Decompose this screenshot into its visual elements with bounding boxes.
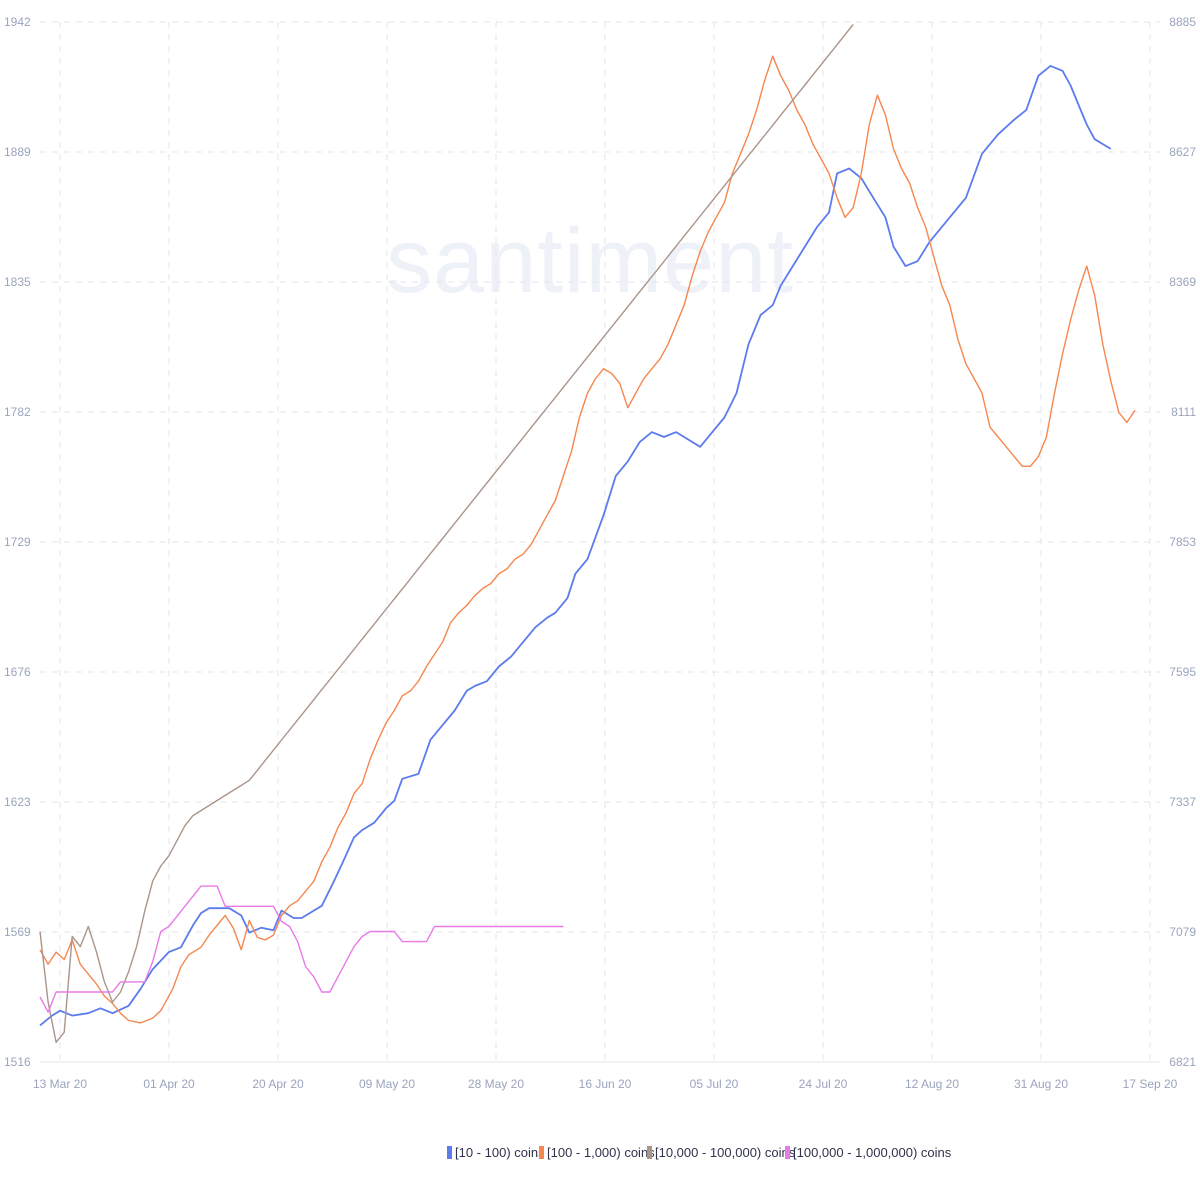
watermark: santiment bbox=[386, 210, 794, 312]
legend-swatch bbox=[785, 1146, 790, 1159]
x-axis-tick-label: 01 Apr 20 bbox=[143, 1077, 195, 1091]
legend-label: [10 - 100) coins bbox=[455, 1145, 545, 1160]
left-axis-tick-label: 1729 bbox=[4, 535, 31, 549]
right-axis-tick-label: 8111 bbox=[1171, 405, 1196, 419]
legend-item-4[interactable]: [100,000 - 1,000,000) coins bbox=[785, 1145, 952, 1160]
legend-label: [100,000 - 1,000,000) coins bbox=[793, 1145, 952, 1160]
x-axis-tick-label: 09 May 20 bbox=[359, 1077, 415, 1091]
series-line-2 bbox=[39, 55, 1136, 1024]
x-axis-tick-label: 05 Jul 20 bbox=[690, 1077, 739, 1091]
right-axis-tick-label: 8885 bbox=[1169, 15, 1196, 29]
left-axis-tick-label: 1676 bbox=[4, 665, 31, 679]
x-axis-tick-label: 24 Jul 20 bbox=[799, 1077, 848, 1091]
right-axis-tick-label: 8627 bbox=[1169, 145, 1196, 159]
left-axis-tick-label: 1889 bbox=[4, 145, 31, 159]
legend-item-2[interactable]: [100 - 1,000) coins bbox=[539, 1145, 655, 1160]
right-axis-tick-label: 8369 bbox=[1169, 275, 1196, 289]
x-axis-tick-label: 12 Aug 20 bbox=[905, 1077, 959, 1091]
legend-label: [10,000 - 100,000) coins bbox=[655, 1145, 796, 1160]
right-axis-tick-label: 6821 bbox=[1169, 1055, 1196, 1069]
legend-swatch bbox=[647, 1146, 652, 1159]
series-layer bbox=[39, 24, 1136, 1044]
right-axis-tick-label: 7079 bbox=[1169, 925, 1196, 939]
series-line-3 bbox=[39, 24, 854, 1044]
left-axis-tick-label: 1569 bbox=[4, 925, 31, 939]
legend-item-3[interactable]: [10,000 - 100,000) coins bbox=[647, 1145, 796, 1160]
legend[interactable]: [10 - 100) coins [100 - 1,000) coins [10,0… bbox=[447, 1145, 952, 1160]
legend-swatch bbox=[447, 1146, 452, 1159]
x-axis-tick-label: 13 Mar 20 bbox=[33, 1077, 87, 1091]
left-axis-tick-label: 1782 bbox=[4, 405, 31, 419]
series-line-4 bbox=[39, 885, 564, 1013]
x-axis: 13 Mar 20 01 Apr 20 20 Apr 20 09 May 20 28 M… bbox=[33, 1077, 1178, 1091]
legend-item-1[interactable]: [10 - 100) coins bbox=[447, 1145, 545, 1160]
x-axis-tick-label: 16 Jun 20 bbox=[579, 1077, 632, 1091]
legend-label: [100 - 1,000) coins bbox=[547, 1145, 655, 1160]
left-axis-tick-label: 1942 bbox=[4, 15, 31, 29]
x-axis-tick-label: 31 Aug 20 bbox=[1014, 1077, 1068, 1091]
left-axis-tick-label: 1516 bbox=[4, 1055, 31, 1069]
right-axis: 8885 8627 8369 8111 7853 7595 7337 7079 6821 bbox=[1169, 15, 1196, 1069]
right-axis-tick-label: 7595 bbox=[1169, 665, 1196, 679]
right-axis-tick-label: 7853 bbox=[1169, 535, 1196, 549]
x-axis-tick-label: 17 Sep 20 bbox=[1123, 1077, 1178, 1091]
right-axis-tick-label: 7337 bbox=[1169, 795, 1196, 809]
x-axis-tick-label: 20 Apr 20 bbox=[252, 1077, 304, 1091]
grid-lines bbox=[40, 21, 1160, 1063]
left-axis-tick-label: 1835 bbox=[4, 275, 31, 289]
x-axis-tick-label: 28 May 20 bbox=[468, 1077, 524, 1091]
series-line-1 bbox=[39, 65, 1112, 1027]
left-axis-tick-label: 1623 bbox=[4, 795, 31, 809]
left-axis: 1942 1889 1835 1782 1729 1676 1623 1569 1516 bbox=[4, 15, 31, 1069]
legend-swatch bbox=[539, 1146, 544, 1159]
